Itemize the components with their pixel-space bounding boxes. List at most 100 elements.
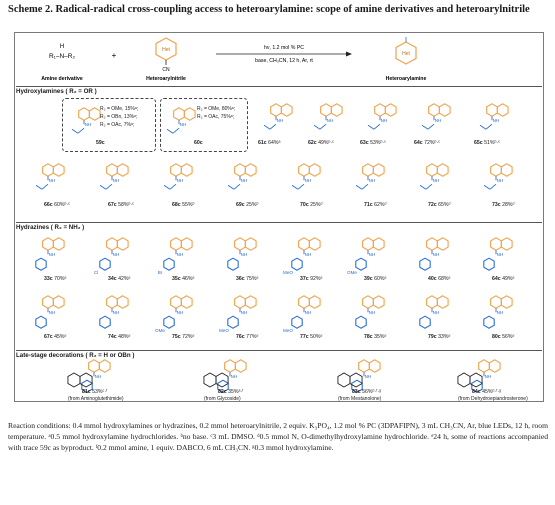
alkyl-b-row2svg-0 bbox=[35, 184, 43, 190]
heteroaryl-ring-row2svg-0 bbox=[42, 163, 54, 177]
alkyl-a-row2svg-2 bbox=[169, 183, 177, 190]
label-36c: 36c 75%ᵉ bbox=[236, 276, 259, 282]
aryl-ring-row3svg-4 bbox=[291, 257, 303, 271]
label-37c: 37c 92%ᵉ bbox=[300, 276, 323, 282]
heteroaryl-ring-ls-0 bbox=[88, 359, 100, 373]
nh-r1-3: NH bbox=[435, 118, 442, 123]
nh-row2svg-4: NH bbox=[305, 178, 312, 183]
label-34c: 34c 42%ᵉ bbox=[108, 276, 131, 282]
conditions-top: hν, 1.2 mol % PC bbox=[264, 45, 304, 51]
label-75c: 75c 72%ᵉ bbox=[172, 334, 195, 340]
heteroaryl-ring-ls-1 bbox=[224, 359, 236, 373]
label-76c: 76c 77%ᵉ bbox=[236, 334, 259, 340]
nh-r1-4: NH bbox=[493, 118, 500, 123]
section-hydroxylamines: Hydroxylamines ( R₂ = OR ) bbox=[16, 88, 97, 95]
label-82c: 82c 35%ᵃ·ᶠ bbox=[218, 389, 244, 395]
label-39c: 39c 60%ᵉ bbox=[364, 276, 387, 282]
fused-ring-r1-4 bbox=[496, 103, 509, 117]
label-70c: 70c 25%ᵈ bbox=[300, 202, 323, 208]
substituent-row3svg-1: Cl bbox=[94, 270, 98, 275]
aryl-ring-row3svg-3 bbox=[227, 257, 239, 271]
fused-ring-row2svg-2 bbox=[180, 163, 193, 177]
nh-row2svg-3: NH bbox=[241, 178, 248, 183]
fused-ring-ls-3 bbox=[488, 359, 501, 373]
nh-row2svg-1: NH bbox=[113, 178, 120, 183]
label-35c: 35c 46%ᵉ bbox=[172, 276, 195, 282]
label-40c: 40c 68%ᵉ bbox=[428, 276, 451, 282]
nh-row2svg-5: NH bbox=[369, 178, 376, 183]
nh-row3svg-5: NH bbox=[369, 252, 376, 257]
heteroaryl-ring-59c bbox=[78, 107, 90, 121]
product-ring bbox=[395, 41, 417, 65]
alkyl-a-row2svg-6 bbox=[425, 183, 433, 190]
label-61c: 61c 64%ᵃ bbox=[258, 140, 281, 146]
59c-r2: R₂ = OBn, 13%ᵃ; bbox=[100, 114, 138, 120]
alkyl-b-row2svg-4 bbox=[291, 184, 299, 190]
substituent-row3svg-5: OMe bbox=[347, 270, 357, 275]
label-64c: 64c 72%ᵇ·ᶜ bbox=[414, 140, 441, 146]
label-66c: 66c 60%ᵇ·ᶜ bbox=[44, 202, 71, 208]
aryl-ring-row4svg-3 bbox=[227, 315, 239, 329]
heteroaryl-ring-row4svg-4 bbox=[298, 295, 310, 309]
label-77c: 77c 50%ᵉ bbox=[300, 334, 323, 340]
alkyl-b-60c bbox=[166, 128, 174, 134]
aryl-ring-row3svg-1 bbox=[99, 257, 111, 271]
nh-row3svg-3: NH bbox=[241, 252, 248, 257]
heteroaryl-ring-r1-4 bbox=[486, 103, 498, 117]
fused-ring-r1-1 bbox=[330, 103, 343, 117]
amine-formula: R₁–N–R₂ bbox=[49, 53, 76, 60]
fused-ring-row3svg-5 bbox=[372, 237, 385, 251]
nh-row3svg-7: NH bbox=[497, 252, 504, 257]
alkyl-a-r1-0 bbox=[269, 123, 277, 130]
label-68c: 68c 55%ᵇ bbox=[172, 202, 195, 208]
nh-ls-3: NH bbox=[485, 374, 492, 379]
nh-r1-0: NH bbox=[277, 118, 284, 123]
row5-structures: NH NH NH NH bbox=[67, 359, 501, 393]
alkyl-b-row2svg-6 bbox=[419, 184, 427, 190]
label-33c: 33c 70%ᵉ bbox=[44, 276, 67, 282]
heteroaryl-ring-row2svg-6 bbox=[426, 163, 438, 177]
label-78c: 78c 35%ᵉ bbox=[364, 334, 387, 340]
fused-ring-ls-1 bbox=[234, 359, 247, 373]
nh-row2svg-6: NH bbox=[433, 178, 440, 183]
fused-ring-row4svg-5 bbox=[372, 295, 385, 309]
fused-ring-row4svg-2 bbox=[180, 295, 193, 309]
fused-ring-r1-0 bbox=[280, 103, 293, 117]
heteroaryl-ring-r1-0 bbox=[270, 103, 282, 117]
label-81c: 81c 53%ᶜ·ᶠ bbox=[82, 389, 108, 395]
substituent-row4svg-2: OMe bbox=[155, 328, 165, 333]
fused-ring-row3svg-6 bbox=[436, 237, 449, 251]
label-83c: 83c 56%ᵇ·ᶠ·ᵍ bbox=[352, 389, 382, 395]
nh-row4svg-7: NH bbox=[497, 310, 504, 315]
label-84c: 84c 45%ᵇ·ᶠ·ᵍ bbox=[472, 389, 502, 395]
fused-ring-r1-2 bbox=[384, 103, 397, 117]
label-60c: 60c bbox=[194, 140, 203, 146]
rule-1 bbox=[16, 86, 542, 87]
alkyl-a-r1-2 bbox=[373, 123, 381, 130]
heteroaryl-ring-ls-3 bbox=[478, 359, 490, 373]
heteroaryl-ring-row4svg-6 bbox=[426, 295, 438, 309]
aryl-ring-row4svg-6 bbox=[419, 315, 431, 329]
alkyl-b-r1-3 bbox=[421, 124, 429, 130]
nh-row4svg-5: NH bbox=[369, 310, 376, 315]
label-72c: 72c 65%ᵈ bbox=[428, 202, 451, 208]
substituent-row4svg-3: MeO bbox=[219, 328, 229, 333]
fused-ring-ls-2 bbox=[368, 359, 381, 373]
fused-ring-r1-3 bbox=[438, 103, 451, 117]
heteroaryl-ring-ls-2 bbox=[358, 359, 370, 373]
60c-r2: R₂ = OAc, 75%ᵃ; bbox=[197, 114, 235, 120]
heteroaryl-ring-row3svg-6 bbox=[426, 237, 438, 251]
nh-row4svg-6: NH bbox=[433, 310, 440, 315]
alkyl-b-row2svg-3 bbox=[227, 184, 235, 190]
nh-row4svg-3: NH bbox=[241, 310, 248, 315]
alkyl-b-r1-1 bbox=[313, 124, 321, 130]
nh-row3svg-6: NH bbox=[433, 252, 440, 257]
scaffold-b-3 bbox=[469, 372, 483, 388]
box-59c bbox=[62, 98, 156, 152]
heteroaryl-ring-row3svg-4 bbox=[298, 237, 310, 251]
label-63c: 63c 53%ᵇ·ᶜ bbox=[360, 140, 387, 146]
alkyl-b-row2svg-7 bbox=[483, 184, 491, 190]
aryl-ring-row3svg-5 bbox=[355, 257, 367, 271]
heteroaryl-ring-row4svg-0 bbox=[42, 295, 54, 309]
label-74c: 74c 48%ᵉ bbox=[108, 334, 131, 340]
